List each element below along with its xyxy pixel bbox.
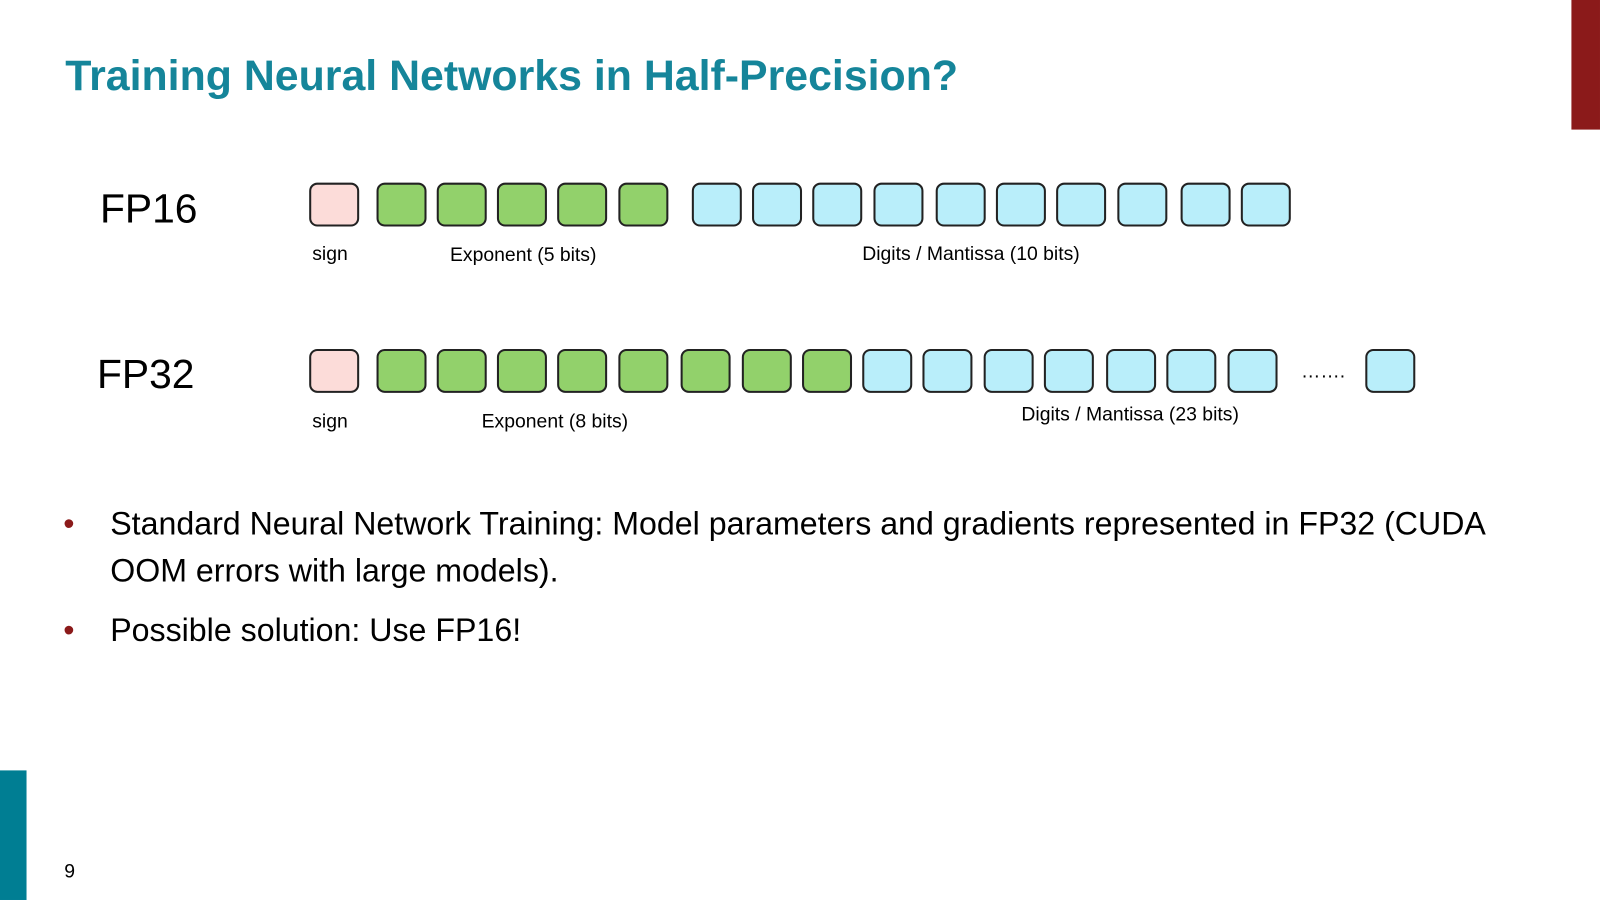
bullet-item: • Standard Neural Network Training: Model… xyxy=(63,500,1492,594)
exponent-bit xyxy=(496,182,547,227)
mantissa-bit xyxy=(1166,348,1217,393)
accent-bar-bottom xyxy=(0,770,27,900)
exponent-bit xyxy=(557,182,608,227)
page-number: 9 xyxy=(64,861,75,883)
exponent-bit xyxy=(376,348,427,393)
bullet-text: Standard Neural Network Training: Model … xyxy=(110,505,1485,589)
field-label: Exponent (8 bits) xyxy=(482,411,628,433)
exponent-bit xyxy=(618,348,669,393)
mantissa-bit xyxy=(922,348,973,393)
bullet-item: • Possible solution: Use FP16! xyxy=(63,606,1492,653)
format-label: FP16 xyxy=(100,185,198,231)
mantissa-bit xyxy=(1106,348,1157,393)
slide-title: Training Neural Networks in Half-Precisi… xyxy=(65,52,958,100)
mantissa-bit xyxy=(1365,348,1416,393)
field-label: Exponent (5 bits) xyxy=(450,244,596,266)
field-label: Digits / Mantissa (23 bits) xyxy=(1021,403,1238,425)
exponent-bit xyxy=(741,348,792,393)
mantissa-bit xyxy=(1056,182,1107,227)
mantissa-bit xyxy=(862,348,913,393)
mantissa-bit xyxy=(935,182,986,227)
mantissa-bit xyxy=(995,182,1046,227)
exponent-bit xyxy=(436,182,487,227)
mantissa-bit xyxy=(1117,182,1168,227)
sign-bit xyxy=(309,182,360,227)
mantissa-bit xyxy=(691,182,742,227)
exponent-bit xyxy=(557,348,608,393)
mantissa-bit xyxy=(752,182,803,227)
bullet-dot: • xyxy=(63,505,75,542)
accent-bar-top xyxy=(1571,0,1600,130)
mantissa-bit xyxy=(1043,348,1094,393)
field-label: Digits / Mantissa (10 bits) xyxy=(862,243,1080,265)
bullet-dot: • xyxy=(63,611,75,648)
mantissa-bit xyxy=(873,182,924,227)
exponent-bit xyxy=(680,348,731,393)
ellipsis: ……. xyxy=(1301,361,1345,383)
field-label: sign xyxy=(312,411,348,433)
exponent-bit xyxy=(436,348,487,393)
bullet-text: Possible solution: Use FP16! xyxy=(110,611,522,648)
exponent-bit xyxy=(802,348,853,393)
bit-diagram: FP16 sign Exponent (5 bits) Digits / Man… xyxy=(97,182,1416,433)
sign-bit xyxy=(309,348,360,393)
format-label: FP32 xyxy=(97,351,195,397)
exponent-bit xyxy=(618,182,669,227)
exponent-bit xyxy=(496,348,547,393)
mantissa-bit xyxy=(812,182,863,227)
bullet-list: • Standard Neural Network Training: Model… xyxy=(63,500,1492,665)
field-label: sign xyxy=(312,243,348,265)
mantissa-bit xyxy=(1240,182,1291,227)
exponent-bit xyxy=(376,182,427,227)
mantissa-bit xyxy=(1227,348,1278,393)
mantissa-bit xyxy=(983,348,1034,393)
mantissa-bit xyxy=(1180,182,1231,227)
